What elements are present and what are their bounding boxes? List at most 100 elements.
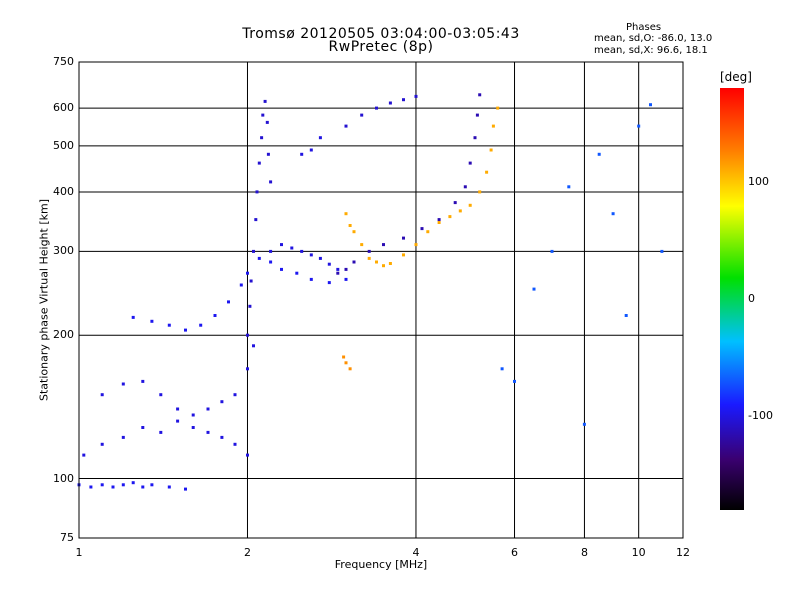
data-point — [489, 148, 493, 152]
data-point — [233, 393, 237, 397]
data-point — [131, 481, 135, 485]
data-point — [100, 442, 104, 446]
y-tick-label: 200 — [53, 328, 74, 342]
data-point — [382, 264, 385, 268]
data-point — [336, 271, 340, 275]
data-point — [252, 249, 255, 253]
data-point — [265, 120, 269, 124]
data-point — [478, 190, 482, 194]
data-point — [426, 230, 430, 234]
data-point — [255, 190, 259, 194]
data-point — [414, 243, 418, 247]
colorbar-tick-label: 100 — [748, 174, 769, 188]
data-point — [318, 136, 322, 140]
data-point — [344, 124, 348, 128]
data-point — [184, 487, 187, 491]
data-point — [280, 267, 283, 271]
data-point — [246, 271, 249, 275]
data-point — [453, 201, 457, 205]
x-tick-label: 4 — [412, 546, 420, 559]
phases-x-stats: mean, sd,X: 96.6, 18.1 — [594, 45, 708, 56]
data-point — [344, 277, 348, 281]
data-point — [327, 262, 331, 266]
data-point — [150, 483, 154, 487]
data-point — [206, 407, 210, 411]
data-point — [184, 328, 187, 332]
data-point — [649, 103, 652, 107]
data-point — [532, 287, 536, 291]
plot-frame — [78, 61, 684, 539]
data-point — [82, 453, 86, 457]
y-tick-label: 75 — [60, 531, 74, 544]
data-point — [248, 304, 252, 308]
data-point — [475, 113, 479, 117]
data-point — [582, 422, 586, 426]
data-point — [468, 203, 472, 207]
data-point — [352, 260, 356, 264]
data-point — [344, 212, 348, 216]
data-point — [159, 430, 163, 434]
data-point — [239, 283, 243, 287]
data-point — [266, 152, 270, 156]
y-tick-label: 100 — [53, 471, 74, 485]
data-point — [220, 435, 224, 439]
data-point — [121, 483, 125, 487]
x-tick-label: 2 — [243, 546, 251, 559]
data-point — [500, 367, 504, 371]
data-point — [246, 367, 249, 371]
data-point — [463, 185, 467, 189]
data-point — [478, 93, 482, 97]
data-point — [141, 379, 145, 383]
data-point — [220, 400, 224, 404]
data-point — [246, 453, 249, 457]
data-point — [300, 152, 304, 156]
data-point — [100, 393, 104, 397]
x-tick-label: 10 — [631, 546, 646, 559]
data-point — [111, 485, 115, 489]
data-point — [249, 279, 253, 283]
data-point — [402, 98, 405, 102]
data-point — [269, 180, 273, 184]
data-point — [348, 224, 352, 227]
data-point — [468, 161, 472, 165]
data-point — [141, 426, 145, 429]
data-point — [402, 236, 405, 240]
data-point — [402, 253, 405, 257]
data-point — [254, 218, 258, 222]
data-point — [318, 256, 322, 260]
data-point — [206, 430, 210, 434]
chart-subtitle: RwPretec (8p) — [328, 39, 434, 55]
x-tick-label: 1 — [75, 546, 83, 559]
data-point — [309, 277, 313, 281]
data-point — [176, 419, 180, 423]
data-point — [121, 435, 125, 439]
data-point — [388, 262, 392, 265]
data-point — [141, 485, 145, 489]
data-point — [257, 256, 261, 260]
data-point — [159, 393, 163, 397]
data-point — [660, 249, 664, 253]
data-point — [260, 136, 264, 140]
data-point — [352, 230, 356, 234]
data-point — [624, 314, 628, 317]
data-point — [496, 106, 500, 110]
data-point — [167, 485, 171, 489]
data-point — [513, 379, 516, 383]
data-point — [280, 243, 283, 247]
colorbar-unit-label: [deg] — [720, 70, 752, 84]
data-point — [246, 333, 249, 337]
data-point — [367, 249, 371, 253]
data-point — [261, 113, 265, 117]
data-point — [191, 413, 195, 417]
data-point — [567, 185, 571, 189]
y-tick-label: 500 — [53, 138, 74, 152]
data-point — [414, 94, 418, 98]
data-point — [437, 218, 441, 222]
data-point — [257, 161, 261, 165]
data-point — [309, 148, 313, 152]
data-point — [150, 319, 154, 323]
data-point — [336, 267, 340, 271]
colorbar-tick-label: -100 — [748, 409, 773, 423]
colorbar — [720, 88, 744, 510]
y-axis-label: Stationary phase Virtual Height [km] — [37, 198, 51, 402]
